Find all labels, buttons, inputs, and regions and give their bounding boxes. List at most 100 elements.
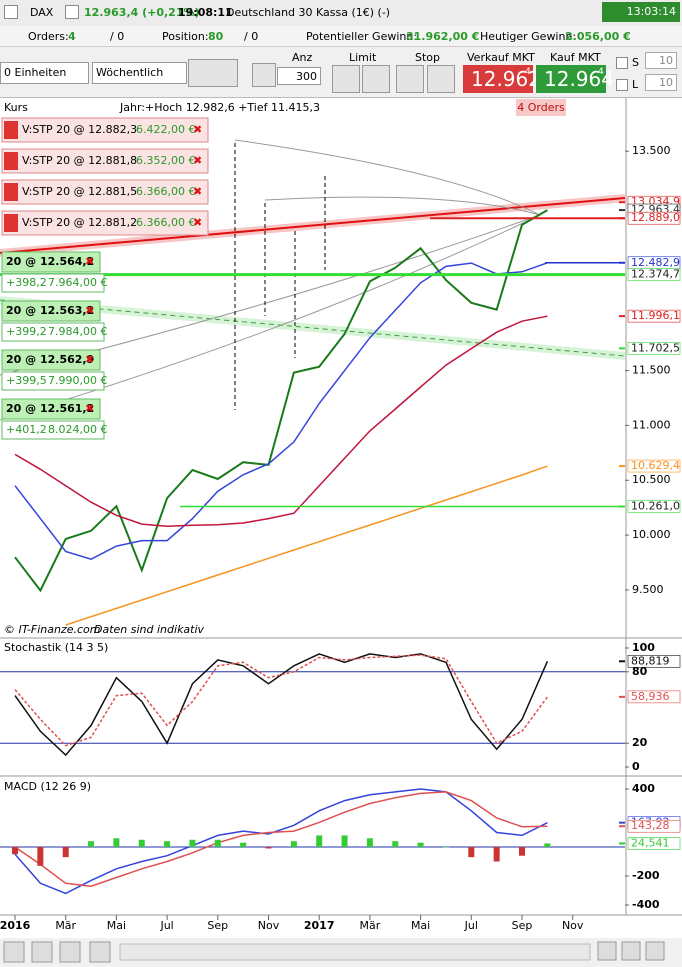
level-label: 88,819 — [631, 654, 670, 667]
s-label: S — [632, 56, 639, 69]
y-tick-label: 11.000 — [632, 418, 671, 431]
position-box — [1, 349, 101, 371]
projection-arc — [0, 139, 541, 421]
checkbox[interactable] — [4, 5, 18, 19]
quote: 12.963,4 (+0,21%) — [84, 6, 200, 19]
zoom-button[interactable] — [597, 941, 617, 961]
position-gain: 8.024,00 € — [48, 423, 107, 436]
y-tick-label: 0 — [632, 760, 640, 773]
histogram-bar — [113, 838, 120, 848]
sell-button[interactable]: 12.962, 4 — [463, 65, 547, 93]
histogram-bar — [341, 835, 348, 848]
scrollbar[interactable] — [119, 943, 591, 961]
indicator-button[interactable] — [188, 59, 238, 87]
histogram-bar — [189, 839, 196, 848]
series-line — [14, 315, 548, 528]
histogram-bar — [62, 847, 69, 858]
level-label-bg — [627, 500, 681, 513]
series-line — [14, 653, 549, 757]
cancel-order[interactable]: ✖ — [193, 216, 202, 229]
stop-order-box — [1, 148, 209, 174]
level-label-bg — [627, 268, 681, 281]
position-points: +401,2 — [6, 423, 47, 436]
histogram-bar — [138, 839, 145, 848]
y-tick-label: 100 — [632, 641, 655, 654]
x-tick-label: Mai — [107, 919, 126, 932]
units-select[interactable]: 0 Einheiten — [0, 62, 89, 84]
position-points: +399,2 — [6, 325, 47, 338]
checkbox[interactable] — [616, 79, 628, 91]
histogram-bar — [88, 841, 95, 848]
y-tick-label: 80 — [632, 665, 648, 678]
stop-order-icon — [4, 214, 18, 232]
level-label: 12.374,7 — [631, 268, 680, 281]
s-input[interactable]: 10 — [645, 52, 677, 69]
y-tick-label: 10.000 — [632, 528, 671, 541]
histogram-bar — [366, 838, 373, 848]
buy-button[interactable]: 12.964, 4 — [536, 65, 620, 93]
anz-input[interactable]: 300 — [277, 67, 321, 85]
checkbox[interactable] — [616, 57, 628, 69]
stop-buy[interactable] — [396, 65, 424, 93]
sell-label: Verkauf MKT — [467, 51, 535, 64]
disclaimer: Daten sind indikativ — [94, 623, 205, 636]
x-tick-label: 2017 — [304, 919, 335, 932]
histogram-bar — [468, 847, 475, 858]
series-line — [14, 262, 548, 561]
level-label: 12.482,9 — [631, 256, 680, 269]
position-box — [1, 398, 101, 420]
chart-title: Kurs — [4, 101, 28, 114]
l-input[interactable]: 10 — [645, 74, 677, 91]
limit-buy[interactable] — [332, 65, 360, 93]
limit-sell[interactable] — [362, 65, 390, 93]
histogram-bar — [37, 847, 44, 866]
histogram-bar — [12, 847, 18, 855]
x-tick-label: 2016 — [0, 919, 31, 932]
cancel-order[interactable]: ✖ — [193, 185, 202, 198]
level-label: 10.261,0 — [631, 499, 680, 512]
bottom-toolbar — [0, 938, 682, 967]
checkbox[interactable] — [65, 5, 79, 19]
position-pending: / 0 — [244, 30, 259, 43]
cancel-order[interactable]: ✖ — [193, 123, 202, 136]
close-position[interactable]: ✖ — [85, 402, 94, 415]
x-tick-label: Mär — [360, 919, 381, 932]
position-gain: 7.990,00 € — [48, 374, 107, 387]
y-tick-label: 20 — [632, 736, 648, 749]
clock: 13:03:14 — [602, 2, 680, 22]
tool-button[interactable] — [59, 941, 81, 963]
stop-sell[interactable] — [427, 65, 455, 93]
histogram-bar — [519, 847, 525, 856]
x-tick-label: Nov — [258, 919, 280, 932]
level-label: 24,541 — [631, 836, 670, 849]
series-line — [14, 209, 548, 593]
period-select[interactable]: Wöchentlich — [92, 62, 187, 84]
symbol: DAX — [30, 6, 54, 19]
stop-order-label: V:STP 20 @ 12.881,5 — [22, 185, 137, 198]
stop-order-gain: 6.366,00 € — [136, 185, 195, 198]
tool-button[interactable] — [89, 941, 111, 963]
buy-price-sub: 4 — [598, 67, 604, 77]
position-label: 20 @ 12.561,2 — [6, 402, 94, 415]
x-tick-label: Mär — [55, 919, 76, 932]
position-box — [1, 300, 101, 322]
histogram-bar — [265, 847, 272, 849]
close-position[interactable]: ✖ — [85, 353, 94, 366]
level-label: 12.889,0 — [631, 211, 680, 224]
close-position[interactable]: ✖ — [85, 255, 94, 268]
series-line — [14, 654, 549, 747]
cancel-order[interactable]: ✖ — [193, 154, 202, 167]
tool-button[interactable] — [31, 941, 53, 963]
stop-order-box — [1, 210, 209, 236]
zoom-button[interactable] — [645, 941, 665, 961]
close-position[interactable]: ✖ — [85, 304, 94, 317]
chart-subtitle: Jahr:+Hoch 12.982,6 +Tief 11.415,3 — [119, 101, 320, 114]
tool-button[interactable] — [3, 941, 25, 963]
zoom-button[interactable] — [621, 941, 641, 961]
stop-order-gain: 6.352,00 € — [136, 154, 195, 167]
orders-badge[interactable]: 4 Orders — [517, 101, 565, 114]
tool-button[interactable] — [252, 63, 276, 87]
level-label-bg — [627, 459, 681, 473]
